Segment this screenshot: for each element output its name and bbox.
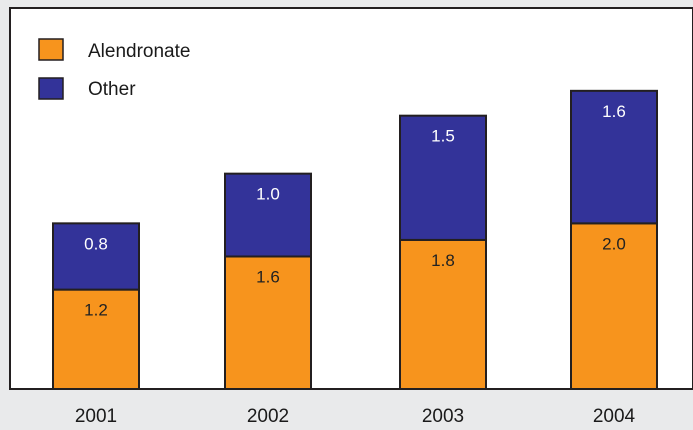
data-label-alendronate-2004: 2.0 — [602, 234, 626, 253]
x-tick-label-2004: 2004 — [593, 406, 636, 427]
data-label-alendronate-2001: 1.2 — [84, 301, 108, 320]
x-tick-label-2002: 2002 — [247, 406, 289, 427]
legend-label-other: Other — [88, 79, 136, 100]
bar-other-2004 — [570, 89, 658, 225]
x-tick-label-2003: 2003 — [422, 406, 464, 427]
data-label-other-2003: 1.5 — [431, 127, 455, 146]
x-tick-label-2001: 2001 — [75, 406, 117, 427]
data-label-alendronate-2003: 1.8 — [431, 251, 455, 270]
data-label-other-2001: 0.8 — [84, 234, 108, 253]
bar-other-2002 — [224, 172, 312, 258]
bars-group: 1.2 0.8 1.6 1.0 1.8 1.5 2.0 1.6 — [52, 89, 658, 391]
legend-swatch-alendronate — [38, 38, 64, 61]
legend-swatch-other — [38, 77, 64, 100]
bar-alendronate-2001 — [52, 288, 140, 391]
bar-alendronate-2004 — [570, 222, 658, 390]
data-label-other-2002: 1.0 — [256, 185, 280, 204]
bar-alendronate-2002 — [224, 255, 312, 391]
bar-other-2003 — [399, 114, 487, 241]
x-axis-ticks: 2001 2002 2003 2004 — [75, 406, 636, 427]
legend-label-alendronate: Alendronate — [88, 41, 190, 62]
data-label-other-2004: 1.6 — [602, 102, 626, 121]
bar-other-2001 — [52, 222, 140, 291]
bar-alendronate-2003 — [399, 238, 487, 390]
legend: Alendronate Other — [38, 38, 190, 100]
data-label-alendronate-2002: 1.6 — [256, 267, 280, 286]
